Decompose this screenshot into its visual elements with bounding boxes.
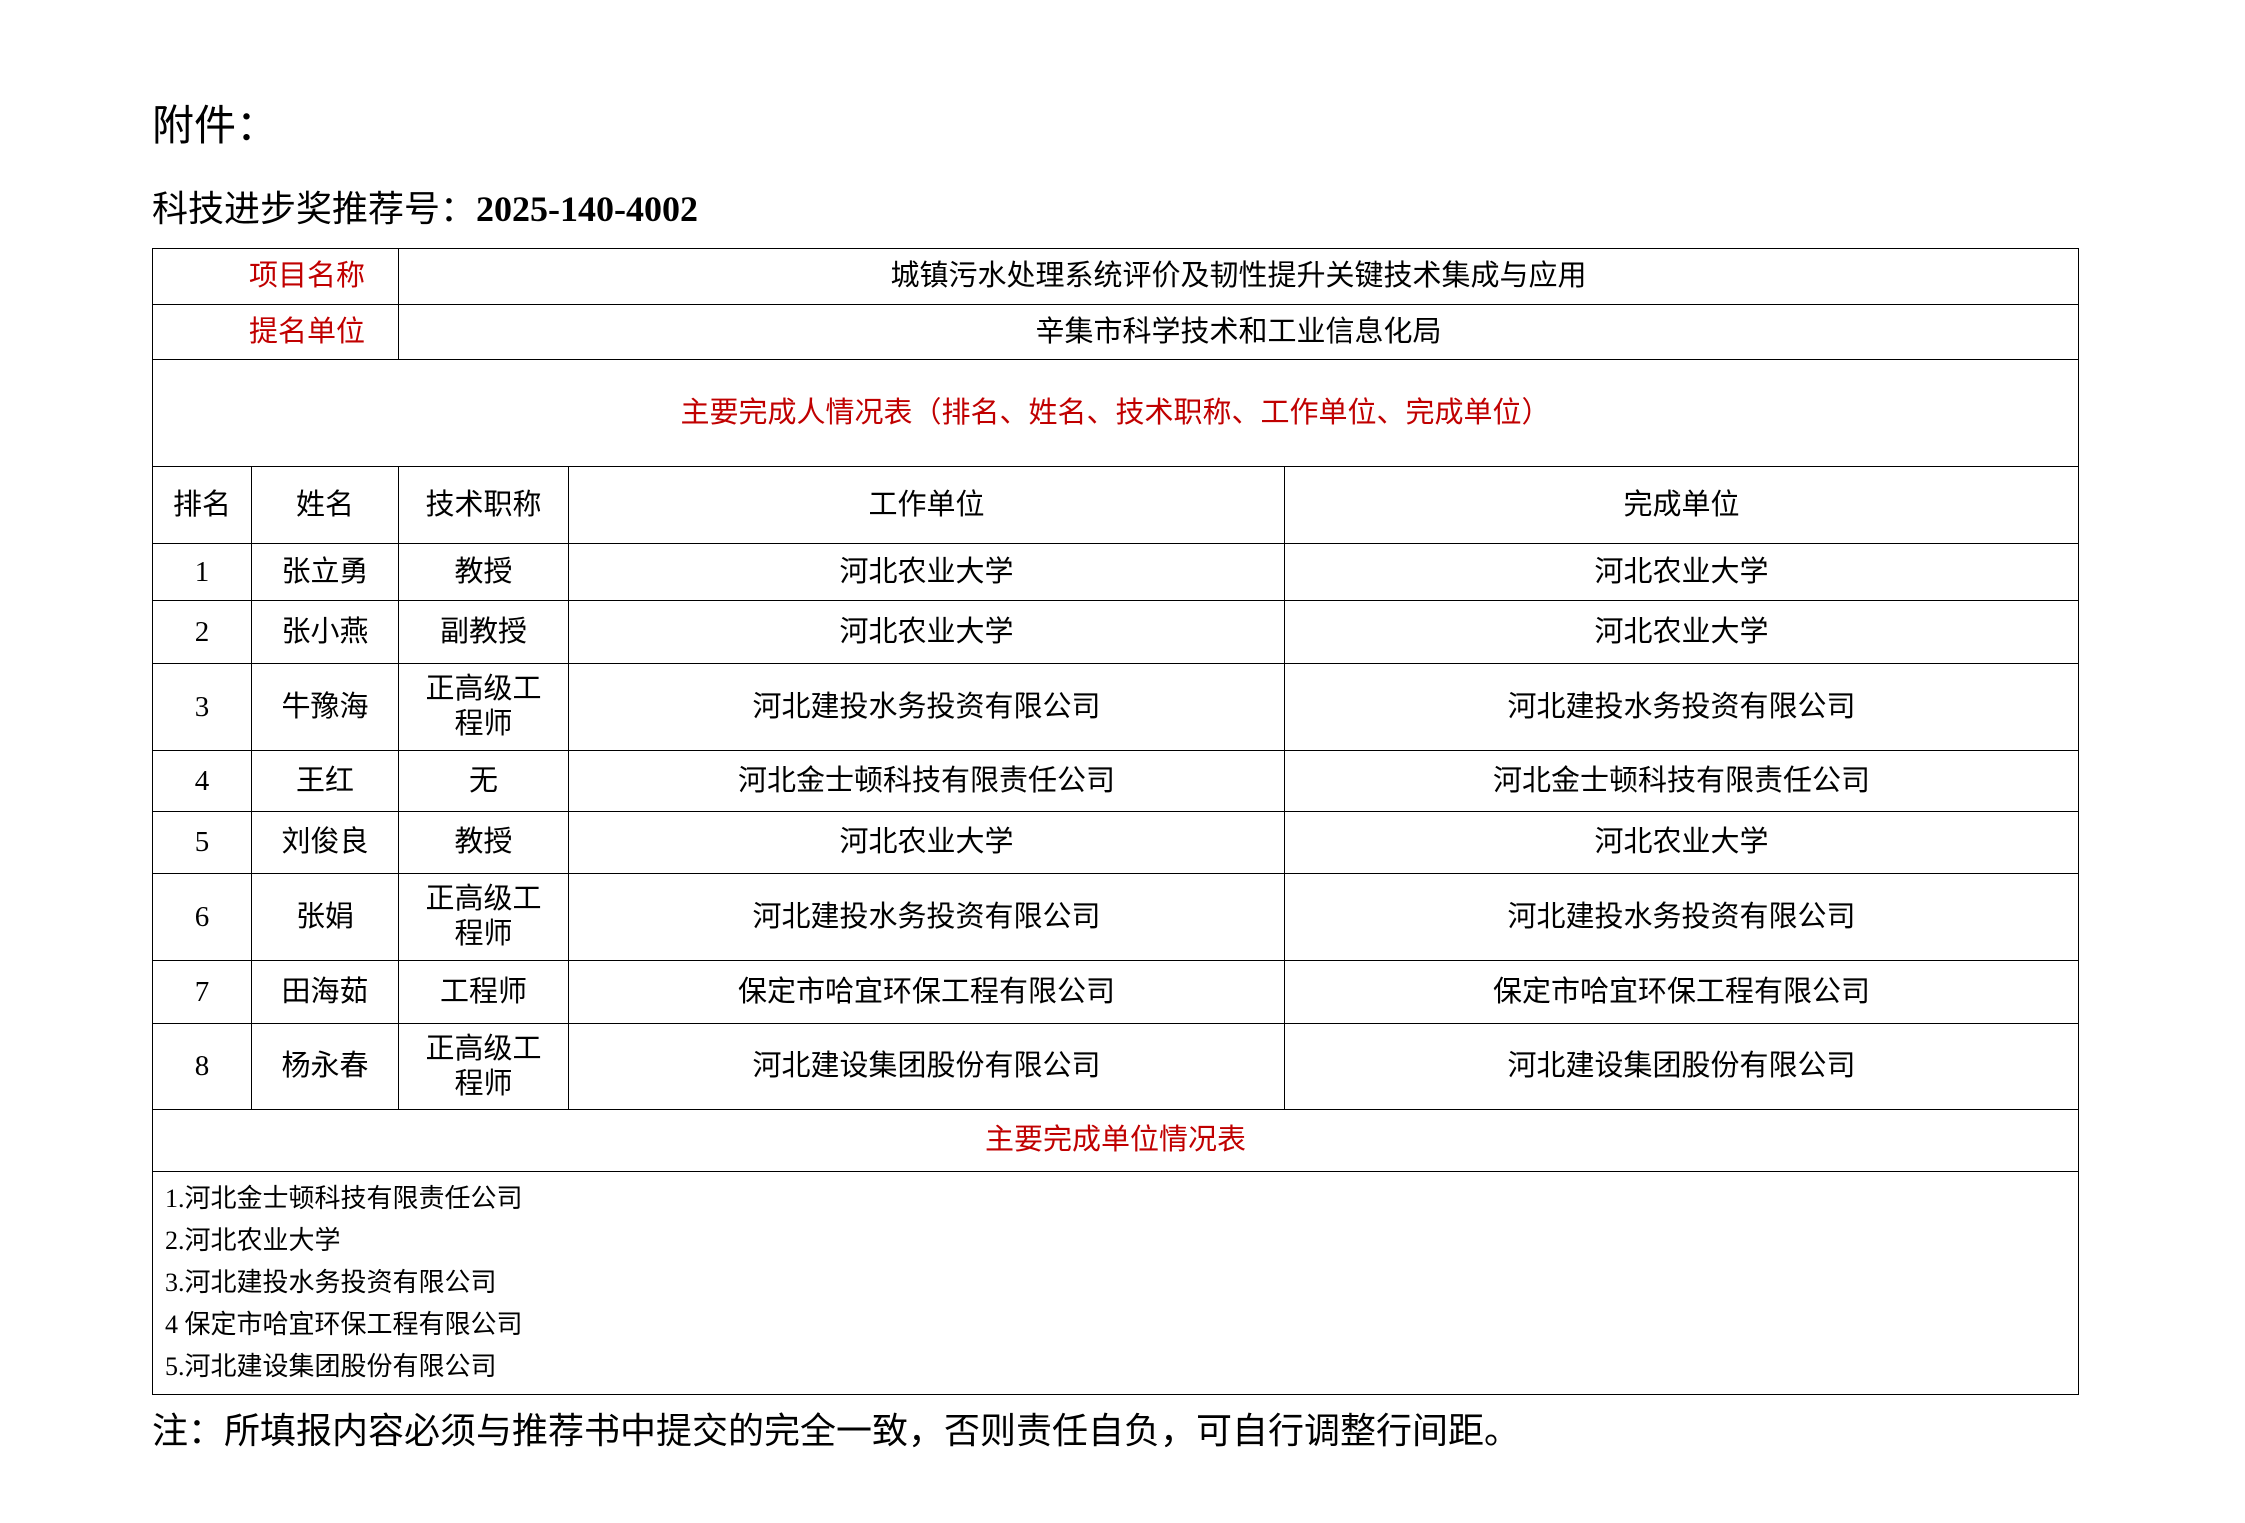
- rank-cell: 4: [152, 750, 252, 812]
- workplace-cell: 保定市哈宜环保工程有限公司: [568, 960, 1286, 1024]
- rank-cell: 2: [152, 600, 252, 664]
- project-label: 项目名称: [151, 248, 400, 305]
- recommend-number: 2025-140-4002: [476, 189, 698, 229]
- unit-cell: 保定市哈宜环保工程有限公司: [1284, 960, 2080, 1024]
- workplace-cell: 河北建设集团股份有限公司: [568, 1023, 1286, 1110]
- nominator-name: 辛集市科学技术和工业信息化局: [398, 304, 2080, 360]
- name-cell: 杨永春: [250, 1023, 400, 1110]
- units-list: 1.河北金士顿科技有限责任公司 2.河北农业大学 3.河北建投水务投资有限公司 4 保…: [151, 1171, 2080, 1395]
- table-row: 5 刘俊良 教授 河北农业大学 河北农业大学: [152, 811, 2080, 874]
- recommend-number-line: 科技进步奖推荐号：2025-140-4002: [152, 180, 698, 232]
- unit-cell: 河北建投水务投资有限公司: [1284, 663, 2080, 751]
- rank-cell: 5: [152, 811, 252, 874]
- table-row: 4 王红无河北金士顿科技有限责任公司 河北金士顿科技有限责任公司: [152, 750, 2080, 812]
- unit-cell: 河北农业大学: [1284, 600, 2080, 664]
- name-cell: 张小燕: [250, 600, 400, 664]
- rank-cell: 7: [152, 960, 252, 1024]
- unit-cell: 河北农业大学: [1284, 811, 2080, 874]
- unit-list-item: 4 保定市哈宜环保工程有限公司: [165, 1310, 523, 1339]
- rank-cell: 8: [152, 1023, 252, 1110]
- unit-list-item: 2.河北农业大学: [165, 1226, 341, 1255]
- unit-list-item: 5.河北建设集团股份有限公司: [165, 1352, 497, 1381]
- unit-cell: 河北建设集团股份有限公司: [1284, 1023, 2080, 1110]
- recommend-label: 科技进步奖推荐号：: [152, 189, 477, 229]
- name-cell: 张立勇: [250, 543, 400, 601]
- name-cell: 刘俊良: [250, 811, 400, 874]
- table-row: 2 张小燕 副教授 河北农业大学 河北农业大学: [152, 600, 2080, 664]
- table-row: 7 田海茹 工程师 保定市哈宜环保工程有限公司 保定市哈宜环保工程有限公司: [152, 960, 2080, 1024]
- unit-cell: 河北农业大学: [1284, 543, 2080, 601]
- table-row: 1 张立勇 教授 河北农业大学 河北农业大学: [152, 543, 2080, 601]
- unit-list-item: 1.河北金士顿科技有限责任公司: [165, 1184, 523, 1213]
- rank-cell: 6: [152, 873, 252, 961]
- people-header-row: 排名 姓名 技术职称 工作单位 完成单位: [152, 466, 2080, 544]
- attachment-heading: 附件：: [152, 104, 279, 150]
- name-cell: 田海茹: [250, 960, 400, 1024]
- title-cell: 正高级工程师: [398, 873, 570, 961]
- header-workplace: 工作单位: [568, 466, 1286, 544]
- title-cell: 正高级工程师: [398, 1023, 570, 1110]
- title-cell: 工程师: [398, 960, 570, 1024]
- rank-cell: 3: [152, 663, 252, 751]
- units-table-title-row: 主要完成单位情况表: [151, 1109, 2080, 1172]
- workplace-cell: 河北建投水务投资有限公司: [568, 663, 1286, 751]
- nominator-label: 提名单位: [151, 304, 400, 360]
- title-cell: 正高级工程师: [398, 663, 570, 751]
- unit-list-item: 3.河北建投水务投资有限公司: [165, 1268, 497, 1297]
- workplace-cell: 河北农业大学: [568, 811, 1286, 874]
- people-table-title: 主要完成人情况表（排名、姓名、技术职称、工作单位、完成单位）: [151, 359, 2080, 467]
- title-cell: 教授: [398, 811, 570, 874]
- footnote: 注：所填报内容必须与推荐书中提交的完全一致，否则责任自负，可自行调整行间距。: [152, 1411, 1521, 1451]
- unit-cell: 河北建投水务投资有限公司: [1284, 873, 2080, 961]
- header-rank: 排名: [152, 466, 252, 544]
- project-row: 项目名称 城镇污水处理系统评价及韧性提升关键技术集成与应用: [151, 248, 2080, 305]
- header-name: 姓名: [250, 466, 400, 544]
- title-cell: 无: [398, 750, 570, 812]
- workplace-cell: 河北农业大学: [568, 600, 1286, 664]
- award-table: 项目名称 城镇污水处理系统评价及韧性提升关键技术集成与应用 提名单位 辛集市科学…: [151, 248, 2080, 1395]
- unit-cell: 河北金士顿科技有限责任公司: [1284, 750, 2080, 812]
- units-list-row: 1.河北金士顿科技有限责任公司 2.河北农业大学 3.河北建投水务投资有限公司 4 保…: [151, 1171, 2080, 1395]
- title-cell: 教授: [398, 543, 570, 601]
- workplace-cell: 河北建投水务投资有限公司: [568, 873, 1286, 961]
- nominator-row: 提名单位 辛集市科学技术和工业信息化局: [151, 304, 2080, 360]
- workplace-cell: 河北金士顿科技有限责任公司: [568, 750, 1286, 812]
- name-cell: 王红: [250, 750, 400, 812]
- workplace-cell: 河北农业大学: [568, 543, 1286, 601]
- name-cell: 张娟: [250, 873, 400, 961]
- people-table-title-row: 主要完成人情况表（排名、姓名、技术职称、工作单位、完成单位）: [151, 359, 2080, 467]
- name-cell: 牛豫海: [250, 663, 400, 751]
- header-title: 技术职称: [398, 466, 570, 544]
- table-row: 8 杨永春 正高级工程师 河北建设集团股份有限公司 河北建设集团股份有限公司: [152, 1023, 2080, 1110]
- header-unit: 完成单位: [1284, 466, 2080, 544]
- units-table-title: 主要完成单位情况表: [151, 1109, 2080, 1172]
- table-row: 3 牛豫海 正高级工程师 河北建投水务投资有限公司 河北建投水务投资有限公司: [152, 663, 2080, 751]
- rank-cell: 1: [152, 543, 252, 601]
- table-row: 6 张娟 正高级工程师 河北建投水务投资有限公司 河北建投水务投资有限公司: [152, 873, 2080, 961]
- title-cell: 副教授: [398, 600, 570, 664]
- project-name: 城镇污水处理系统评价及韧性提升关键技术集成与应用: [398, 248, 2080, 305]
